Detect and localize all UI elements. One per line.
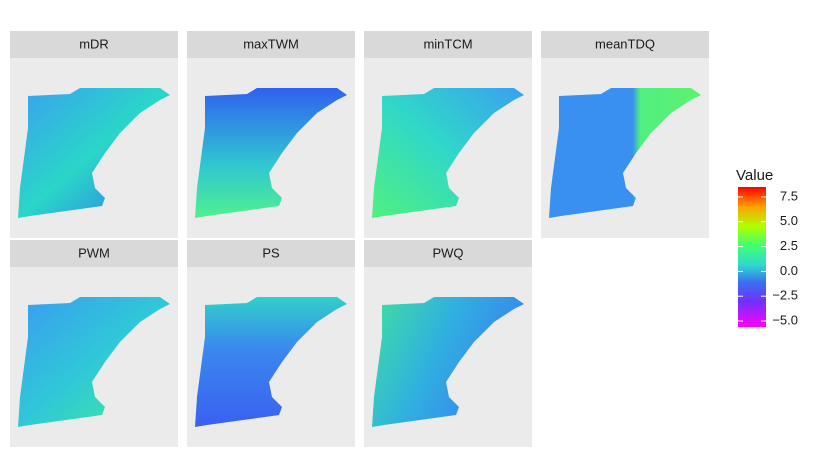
strip	[10, 240, 178, 267]
tick-label: 2.5	[780, 238, 798, 253]
colorbar	[738, 187, 766, 327]
panel-title: minTCM	[423, 36, 472, 51]
strip	[364, 31, 532, 58]
panel-title: mDR	[79, 36, 109, 51]
panel-title: PWM	[78, 245, 110, 260]
panel-title: PWQ	[432, 245, 463, 260]
tick-label: −2.5	[772, 288, 798, 303]
legend-title: Value	[736, 167, 773, 184]
panel-title: PS	[262, 245, 280, 260]
strip	[10, 31, 178, 58]
strip	[541, 31, 709, 58]
tick-label: 7.5	[780, 188, 798, 203]
strip	[364, 240, 532, 267]
tick-label: 0.0	[780, 263, 798, 278]
strip	[187, 31, 355, 58]
panels: mDR maxTWM minTCM meanTDQ PWM PS PWQ	[10, 31, 709, 447]
strip	[187, 240, 355, 267]
panel-title: meanTDQ	[595, 36, 655, 51]
tick-label: 5.0	[780, 213, 798, 228]
panel-title: maxTWM	[243, 36, 299, 51]
tick-label: −5.0	[772, 312, 798, 327]
